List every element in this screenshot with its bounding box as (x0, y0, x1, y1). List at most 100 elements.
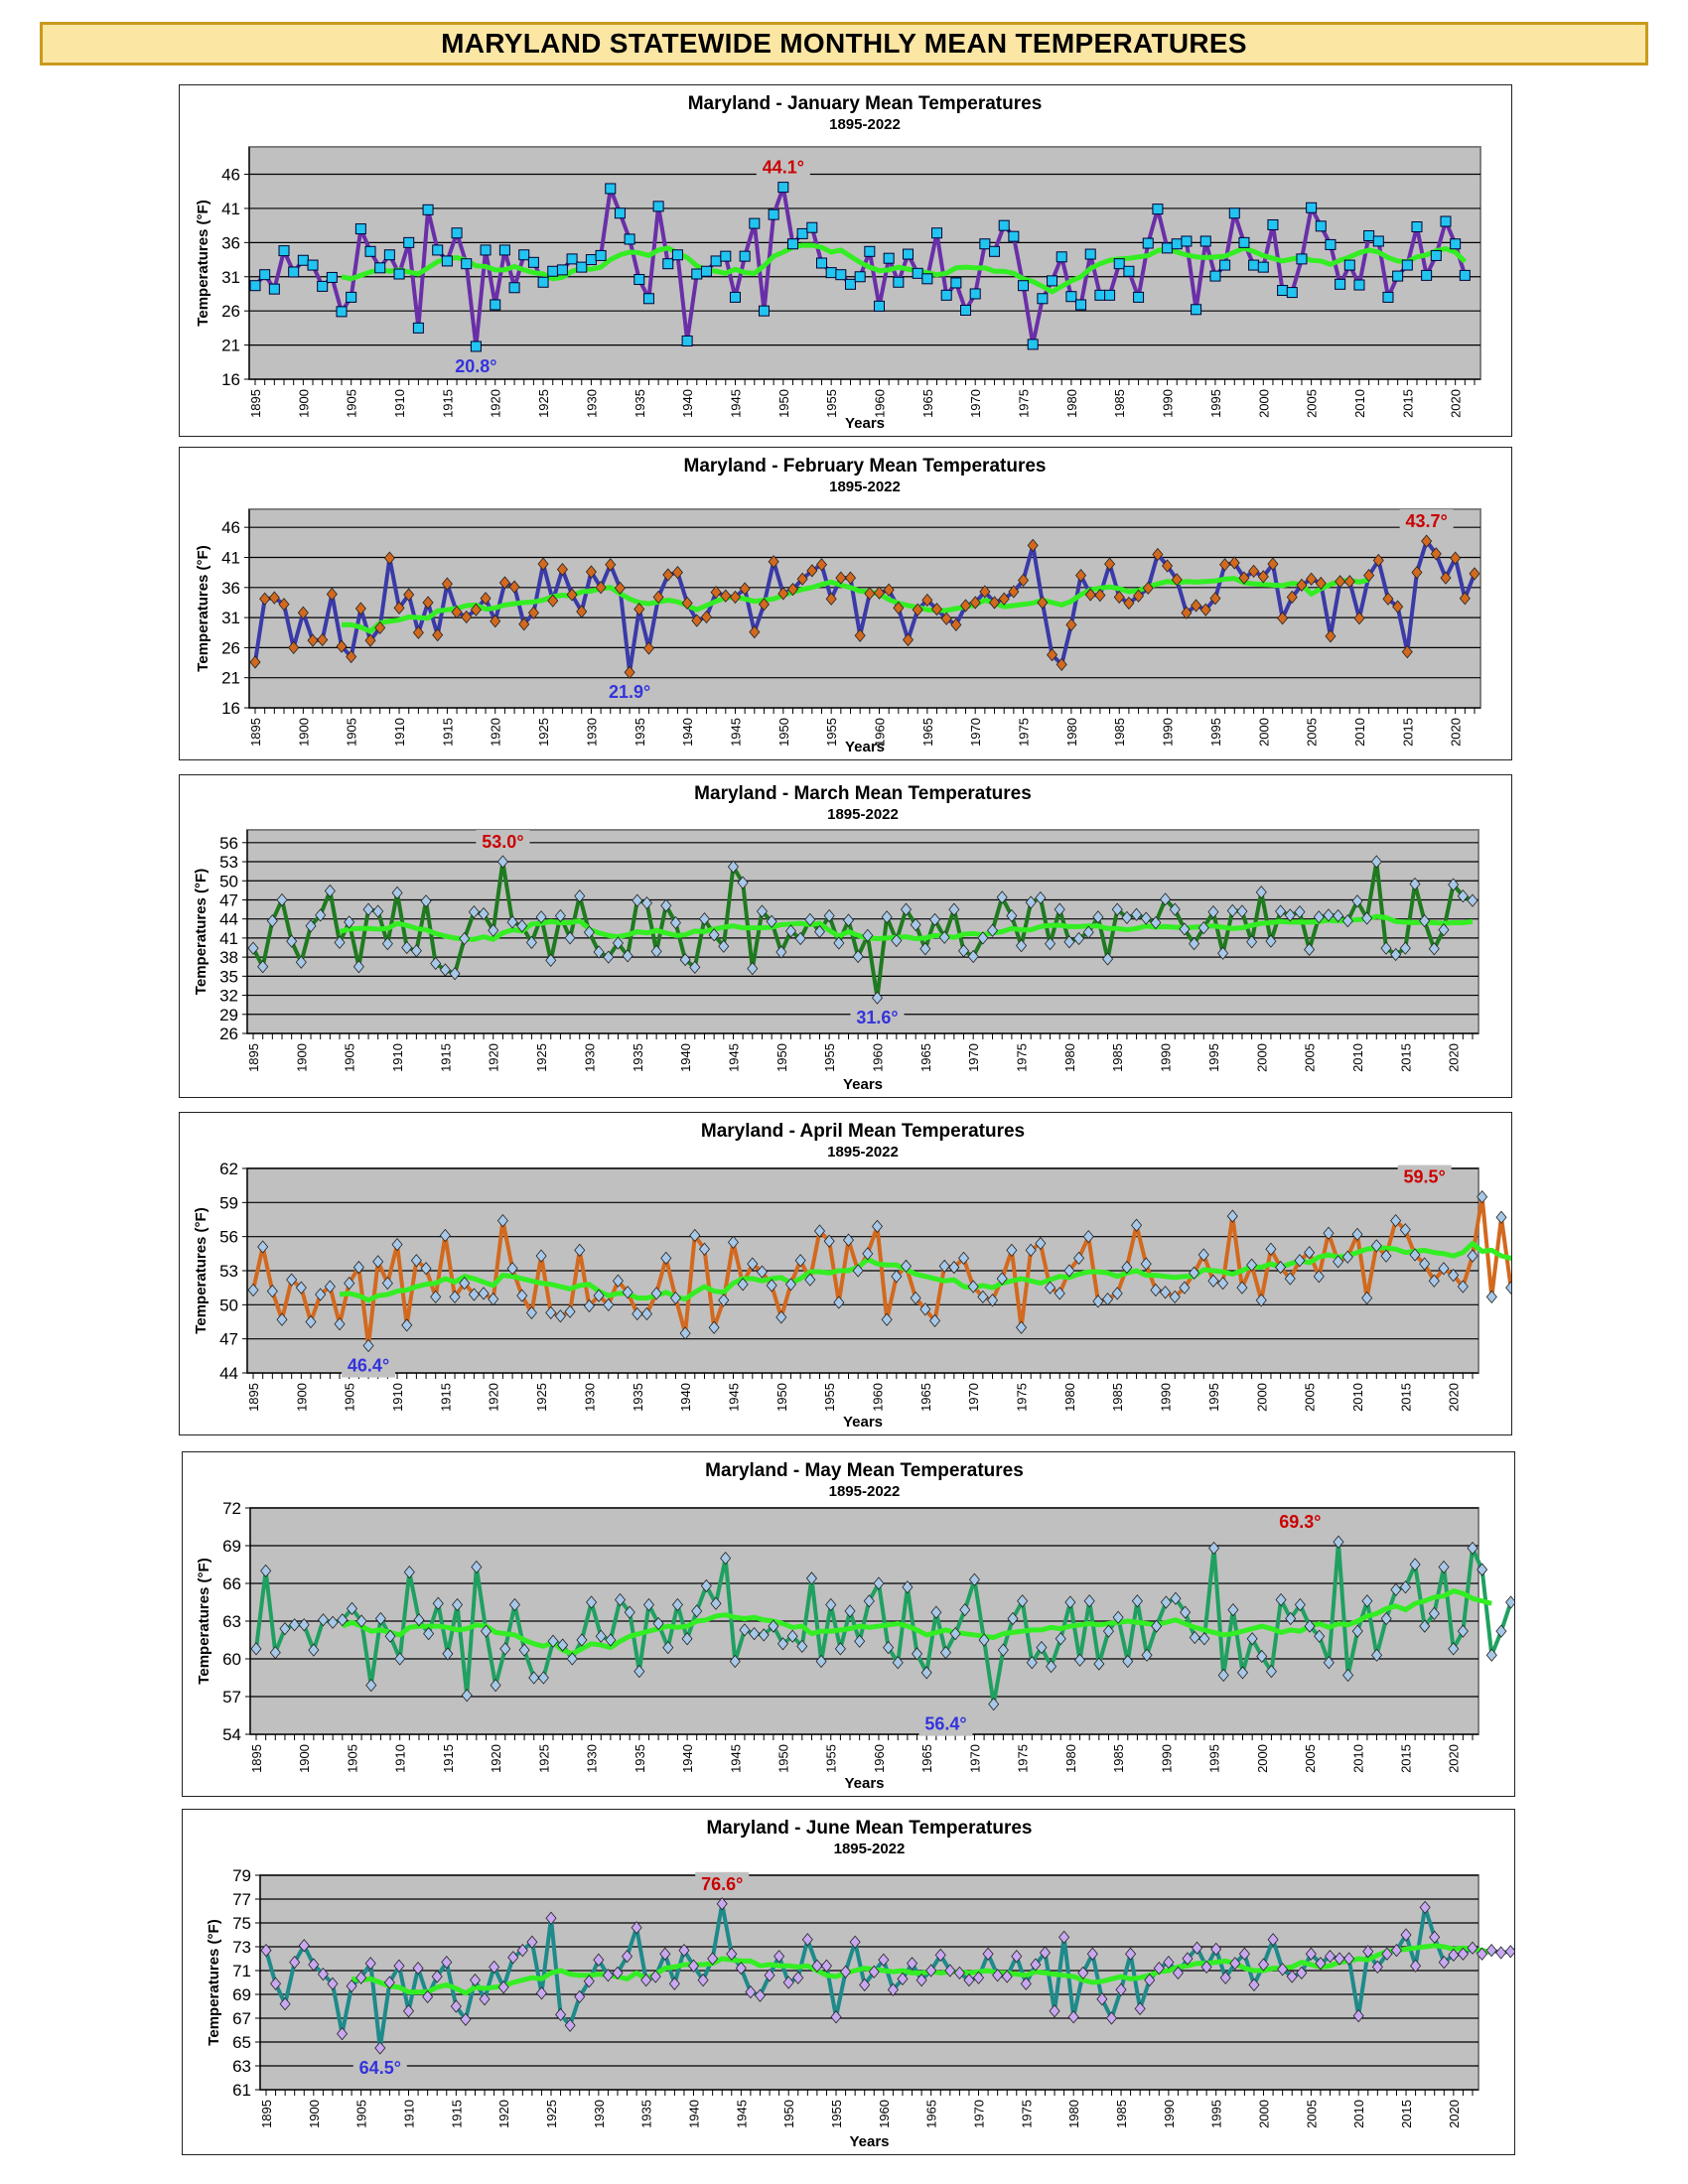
y-axis-label: Temperatures (°F) (195, 545, 211, 671)
svg-text:2005: 2005 (1304, 2100, 1319, 2128)
y-axis-label: Temperatures (°F) (193, 869, 210, 995)
svg-text:57: 57 (222, 1688, 241, 1706)
svg-text:1915: 1915 (440, 718, 455, 747)
svg-text:50: 50 (219, 1296, 238, 1314)
svg-text:1915: 1915 (449, 2100, 464, 2128)
chart-svg: Maryland - May Mean Temperatures 1895-202… (196, 1460, 1514, 1792)
svg-text:1960: 1960 (871, 1043, 886, 1072)
svg-text:1975: 1975 (1015, 1383, 1030, 1412)
chart-title: Maryland - June Mean Temperatures (706, 1818, 1032, 1839)
svg-text:1955: 1955 (829, 2100, 844, 2128)
svg-text:71: 71 (232, 1962, 251, 1980)
svg-text:1940: 1940 (678, 1383, 693, 1412)
svg-text:2000: 2000 (1254, 1043, 1269, 1072)
chart-title: Maryland - March Mean Temperatures (694, 783, 1032, 804)
svg-text:1950: 1950 (781, 2100, 796, 2128)
svg-text:1970: 1970 (968, 389, 983, 418)
svg-text:1910: 1910 (392, 389, 407, 418)
svg-text:63: 63 (222, 1612, 241, 1631)
svg-text:53: 53 (219, 853, 238, 872)
min-annotation: 31.6° (856, 1008, 898, 1027)
page-title: MARYLAND STATEWIDE MONTHLY MEAN TEMPERAT… (441, 28, 1247, 59)
max-annotation: 44.1° (763, 158, 804, 178)
svg-text:1915: 1915 (440, 389, 455, 418)
svg-text:1920: 1920 (487, 1383, 501, 1412)
svg-text:1935: 1935 (633, 1744, 647, 1773)
svg-text:1965: 1965 (924, 2100, 939, 2128)
svg-text:2000: 2000 (1254, 1383, 1269, 1412)
x-axis-label: Years (845, 415, 885, 432)
svg-text:35: 35 (219, 967, 238, 986)
x-axis-label: Years (844, 1775, 884, 1792)
svg-text:1985: 1985 (1110, 1383, 1125, 1412)
min-annotation: 20.8° (455, 356, 496, 376)
svg-text:1980: 1980 (1063, 1744, 1078, 1773)
min-annotation: 56.4° (924, 1714, 966, 1734)
svg-text:41: 41 (219, 929, 238, 948)
svg-text:2010: 2010 (1352, 718, 1367, 747)
svg-text:1980: 1980 (1062, 1383, 1077, 1412)
svg-text:79: 79 (232, 1866, 251, 1885)
svg-text:31: 31 (221, 268, 240, 287)
svg-text:62: 62 (219, 1160, 238, 1178)
chart-title: Maryland - February Mean Temperatures (684, 456, 1047, 477)
svg-text:1940: 1940 (680, 389, 695, 418)
svg-text:1950: 1950 (774, 1043, 789, 1072)
svg-text:1930: 1930 (582, 1043, 597, 1072)
svg-text:65: 65 (232, 2033, 251, 2052)
svg-text:1960: 1960 (873, 389, 888, 418)
svg-text:32: 32 (219, 987, 238, 1006)
svg-text:1915: 1915 (438, 1383, 453, 1412)
svg-text:1945: 1945 (734, 2100, 749, 2128)
svg-text:1920: 1920 (489, 718, 503, 747)
svg-text:2020: 2020 (1447, 2100, 1462, 2128)
svg-text:1925: 1925 (536, 389, 551, 418)
svg-text:1905: 1905 (345, 1744, 359, 1773)
svg-text:1975: 1975 (1019, 2100, 1034, 2128)
svg-text:1935: 1935 (631, 1043, 645, 1072)
svg-text:1950: 1950 (776, 718, 791, 747)
svg-text:16: 16 (221, 370, 240, 389)
svg-text:2015: 2015 (1398, 1043, 1413, 1072)
svg-text:1970: 1970 (966, 1383, 981, 1412)
svg-text:1920: 1920 (489, 389, 503, 418)
svg-text:1955: 1955 (822, 1043, 837, 1072)
svg-text:1970: 1970 (968, 718, 983, 747)
svg-text:46: 46 (221, 518, 240, 537)
svg-text:1990: 1990 (1162, 2100, 1177, 2128)
svg-text:2020: 2020 (1449, 389, 1464, 418)
svg-text:1955: 1955 (824, 389, 839, 418)
svg-text:1905: 1905 (343, 1043, 357, 1072)
svg-text:1945: 1945 (726, 1043, 741, 1072)
svg-text:1975: 1975 (1017, 389, 1032, 418)
svg-text:1930: 1930 (584, 718, 599, 747)
svg-text:1935: 1935 (631, 1383, 645, 1412)
svg-text:56: 56 (219, 834, 238, 853)
chart-subtitle: 1895-2022 (829, 116, 901, 133)
svg-text:1945: 1945 (728, 1744, 743, 1773)
svg-text:1940: 1940 (687, 2100, 702, 2128)
chart-subtitle: 1895-2022 (827, 806, 899, 823)
svg-text:1915: 1915 (441, 1744, 456, 1773)
svg-text:41: 41 (221, 548, 240, 567)
min-annotation: 64.5° (359, 2058, 401, 2078)
svg-text:56: 56 (219, 1228, 238, 1247)
svg-text:1965: 1965 (920, 718, 935, 747)
svg-text:16: 16 (221, 699, 240, 718)
svg-text:1980: 1980 (1064, 718, 1079, 747)
svg-text:46: 46 (221, 166, 240, 185)
y-axis-label: Temperatures (°F) (196, 1558, 212, 1684)
svg-text:1955: 1955 (824, 718, 839, 747)
svg-text:1950: 1950 (776, 1744, 791, 1773)
svg-text:1940: 1940 (678, 1043, 693, 1072)
svg-text:1930: 1930 (592, 2100, 607, 2128)
chart-svg: Maryland - April Mean Temperatures 1895-2… (193, 1121, 1511, 1431)
max-annotation: 43.7° (1406, 511, 1448, 531)
svg-text:36: 36 (221, 233, 240, 252)
svg-text:1980: 1980 (1066, 2100, 1081, 2128)
svg-text:75: 75 (232, 1914, 251, 1933)
svg-text:1920: 1920 (489, 1744, 503, 1773)
svg-text:1915: 1915 (438, 1043, 453, 1072)
svg-text:2010: 2010 (1350, 1043, 1365, 1072)
svg-text:1925: 1925 (536, 1744, 551, 1773)
